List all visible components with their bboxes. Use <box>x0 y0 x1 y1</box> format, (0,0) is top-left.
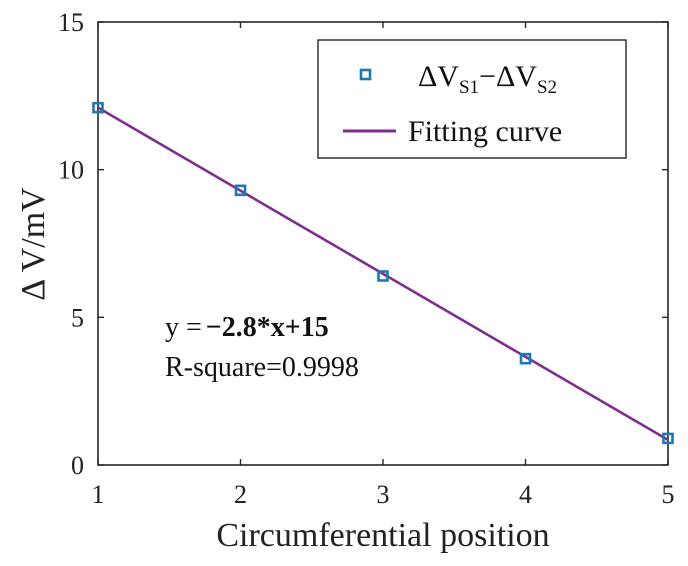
data-point <box>662 432 674 445</box>
x-axis-label: Circumferential position <box>216 517 549 554</box>
fit-line <box>97 106 669 442</box>
y-tick-label: 15 <box>58 8 84 37</box>
y-axis-label: Δ V/mV <box>15 187 52 301</box>
legend: ΔVS1−ΔVS2 Fitting curve <box>317 39 627 159</box>
data-point <box>519 352 532 365</box>
rsquare-annotation: R-square=0.9998 <box>165 352 359 383</box>
y-tick-label: 10 <box>58 156 84 185</box>
x-tick-label: 2 <box>234 480 247 509</box>
x-tick-label: 1 <box>92 480 105 509</box>
x-tick-label: 5 <box>662 480 675 509</box>
data-points-layer <box>92 101 674 445</box>
legend-entry-measured: ΔVS1−ΔVS2 <box>418 60 557 98</box>
legend-marker-icon <box>359 68 372 81</box>
tick-labels: 1 2 3 4 5 0 5 10 15 <box>58 8 675 509</box>
x-tick-label: 3 <box>377 480 390 509</box>
fit-line-layer <box>97 106 669 442</box>
data-point <box>377 270 389 282</box>
annotations: y = −2.8*x+15 R-square=0.9998 <box>165 312 359 383</box>
legend-box <box>317 39 627 159</box>
y-tick-label: 5 <box>71 303 84 332</box>
legend-entry-fit: Fitting curve <box>408 115 562 148</box>
equation-annotation: y = −2.8*x+15 <box>165 312 329 343</box>
tick-marks <box>97 21 669 466</box>
y-tick-label: 0 <box>71 451 84 480</box>
data-point <box>234 184 247 197</box>
x-tick-label: 4 <box>519 480 532 509</box>
data-point <box>92 101 104 114</box>
